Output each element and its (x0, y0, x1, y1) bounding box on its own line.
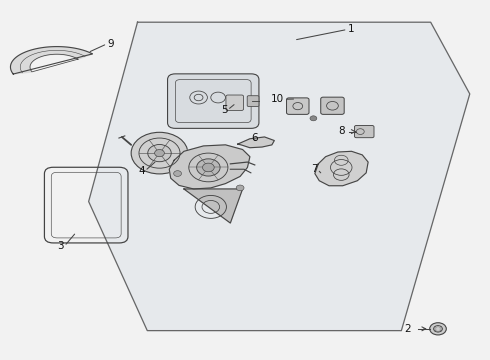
Text: 10: 10 (271, 94, 284, 104)
Circle shape (430, 323, 446, 335)
Circle shape (236, 185, 244, 191)
Text: 7: 7 (311, 164, 318, 174)
FancyBboxPatch shape (287, 98, 309, 114)
Circle shape (131, 132, 188, 174)
FancyBboxPatch shape (226, 95, 244, 111)
Text: 6: 6 (251, 133, 257, 143)
FancyBboxPatch shape (354, 126, 374, 138)
Polygon shape (89, 22, 470, 330)
Circle shape (310, 116, 317, 121)
Polygon shape (238, 137, 274, 148)
Polygon shape (315, 151, 368, 186)
Text: 9: 9 (107, 39, 114, 49)
FancyBboxPatch shape (247, 96, 259, 107)
Circle shape (148, 144, 171, 162)
Polygon shape (184, 189, 243, 223)
Text: 8: 8 (339, 126, 345, 136)
Text: 5: 5 (221, 105, 227, 115)
Circle shape (173, 171, 181, 176)
Polygon shape (10, 46, 93, 74)
FancyBboxPatch shape (168, 74, 259, 129)
Polygon shape (169, 145, 250, 189)
Text: 2: 2 (405, 324, 411, 334)
Text: 1: 1 (347, 24, 354, 35)
Circle shape (202, 163, 214, 172)
Circle shape (155, 149, 164, 157)
Text: 3: 3 (58, 241, 64, 251)
FancyBboxPatch shape (321, 97, 344, 114)
Circle shape (196, 159, 220, 176)
Text: 4: 4 (138, 166, 145, 176)
